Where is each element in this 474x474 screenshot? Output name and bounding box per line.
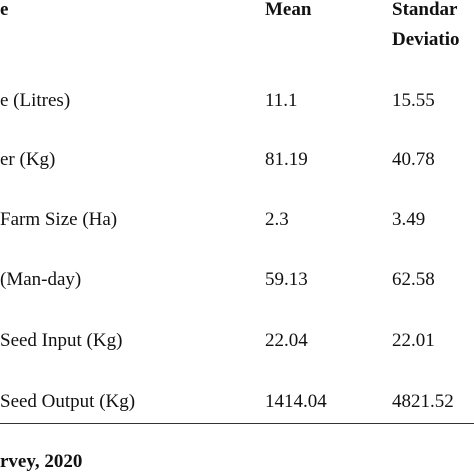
table-rule — [0, 423, 474, 424]
cell-value: 40.78 — [392, 149, 435, 170]
header-cell: Mean — [265, 0, 312, 20]
cell-value: 3.49 — [392, 209, 426, 230]
header-cell: Standar — [392, 0, 458, 20]
row-label: er (Kg) — [0, 149, 56, 170]
cell-value: 22.01 — [392, 330, 435, 351]
cell-value: 22.04 — [265, 330, 308, 351]
row-label: e (Litres) — [0, 90, 71, 111]
table-footer: rvey, 2020 — [0, 451, 83, 472]
row-label: Seed Input (Kg) — [0, 330, 123, 351]
cell-value: 2.3 — [265, 209, 289, 230]
cell-value: 59.13 — [265, 269, 308, 290]
row-label: Seed Output (Kg) — [0, 391, 136, 412]
cell-value: 1414.04 — [265, 391, 327, 412]
row-label: (Man-day) — [0, 269, 82, 290]
header-cell: e — [0, 0, 9, 20]
cell-value: 4821.52 — [392, 391, 454, 412]
cell-value: 62.58 — [392, 269, 435, 290]
cell-value: 11.1 — [265, 90, 298, 111]
cell-value: 81.19 — [265, 149, 308, 170]
row-label: Farm Size (Ha) — [0, 209, 118, 230]
header-cell: Deviatio — [392, 29, 460, 50]
cell-value: 15.55 — [392, 90, 435, 111]
